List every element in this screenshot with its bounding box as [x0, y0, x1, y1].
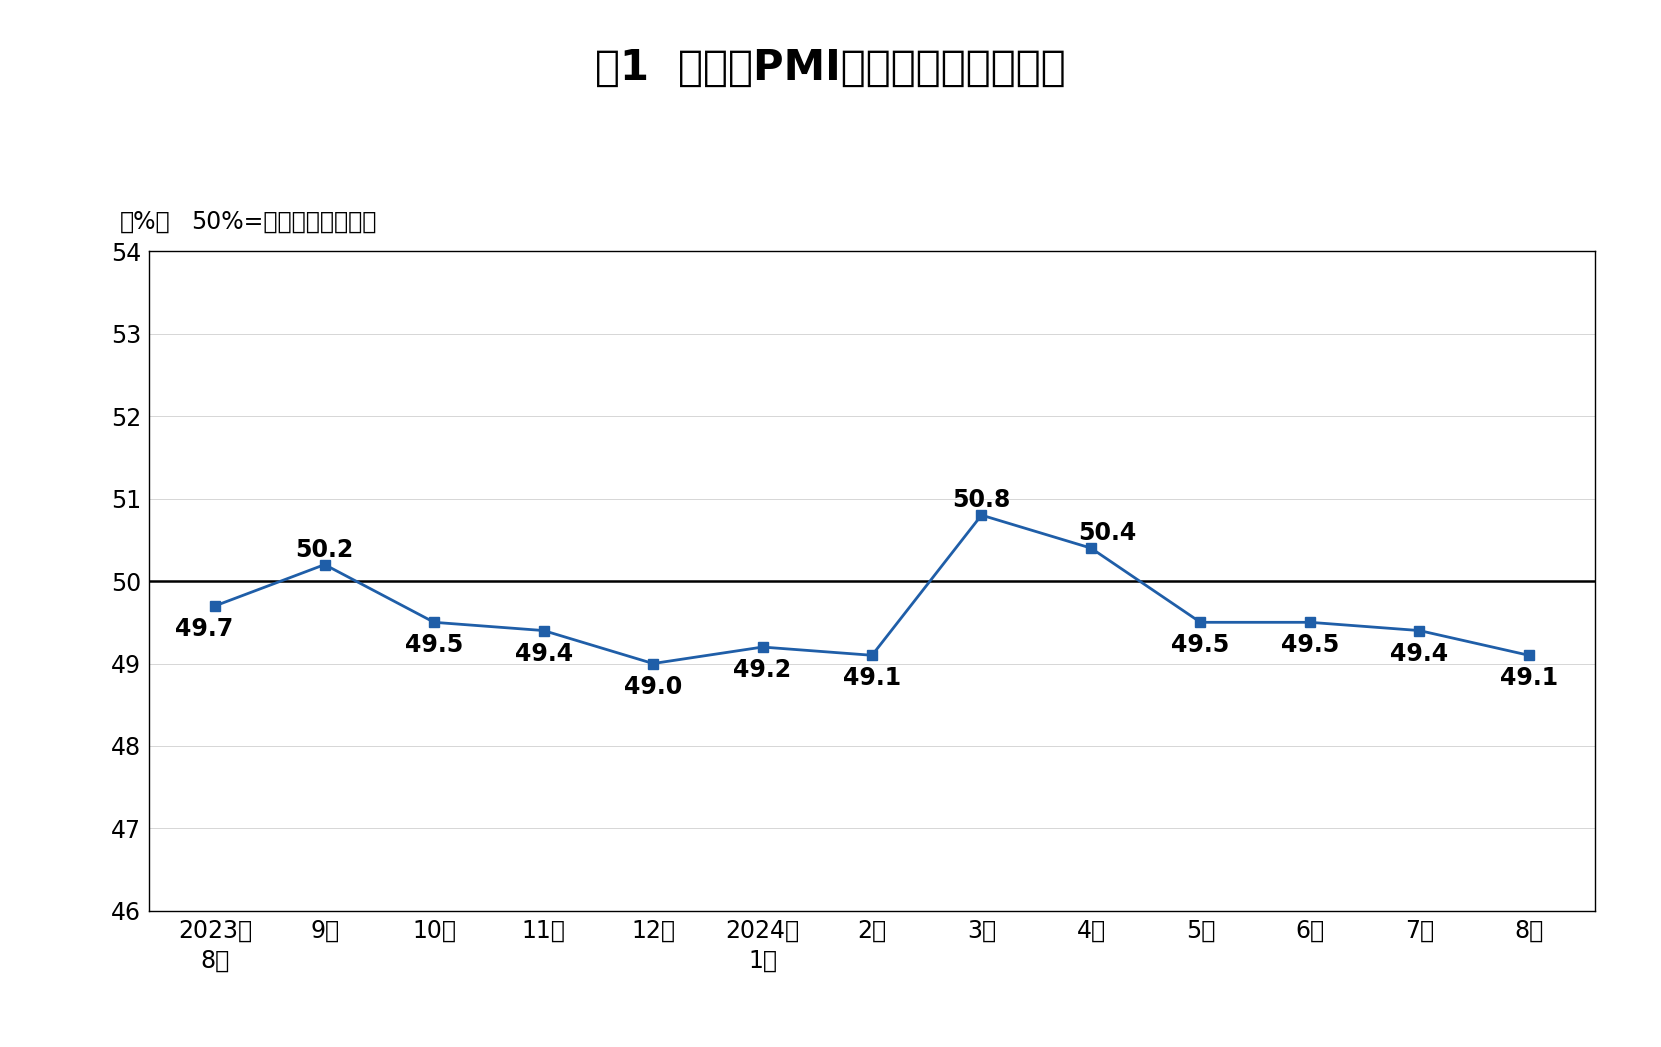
- Text: （%）: （%）: [120, 209, 169, 233]
- Text: 49.1: 49.1: [1500, 666, 1558, 690]
- Text: 49.5: 49.5: [1281, 633, 1339, 658]
- Text: 图1  制造业PMI指数（经季节调整）: 图1 制造业PMI指数（经季节调整）: [595, 47, 1066, 89]
- Text: 50%=与上月比较无变化: 50%=与上月比较无变化: [191, 209, 377, 233]
- Text: 49.5: 49.5: [405, 633, 463, 658]
- Text: 50.2: 50.2: [296, 538, 354, 562]
- Text: 49.4: 49.4: [1390, 642, 1448, 666]
- Text: 50.8: 50.8: [952, 488, 1010, 512]
- Text: 49.7: 49.7: [174, 617, 233, 641]
- Text: 49.5: 49.5: [1171, 633, 1229, 658]
- Text: 49.2: 49.2: [734, 659, 792, 683]
- Text: 49.0: 49.0: [625, 674, 683, 698]
- Text: 50.4: 50.4: [1078, 521, 1136, 545]
- Text: 49.1: 49.1: [844, 666, 900, 690]
- Text: 49.4: 49.4: [515, 642, 573, 666]
